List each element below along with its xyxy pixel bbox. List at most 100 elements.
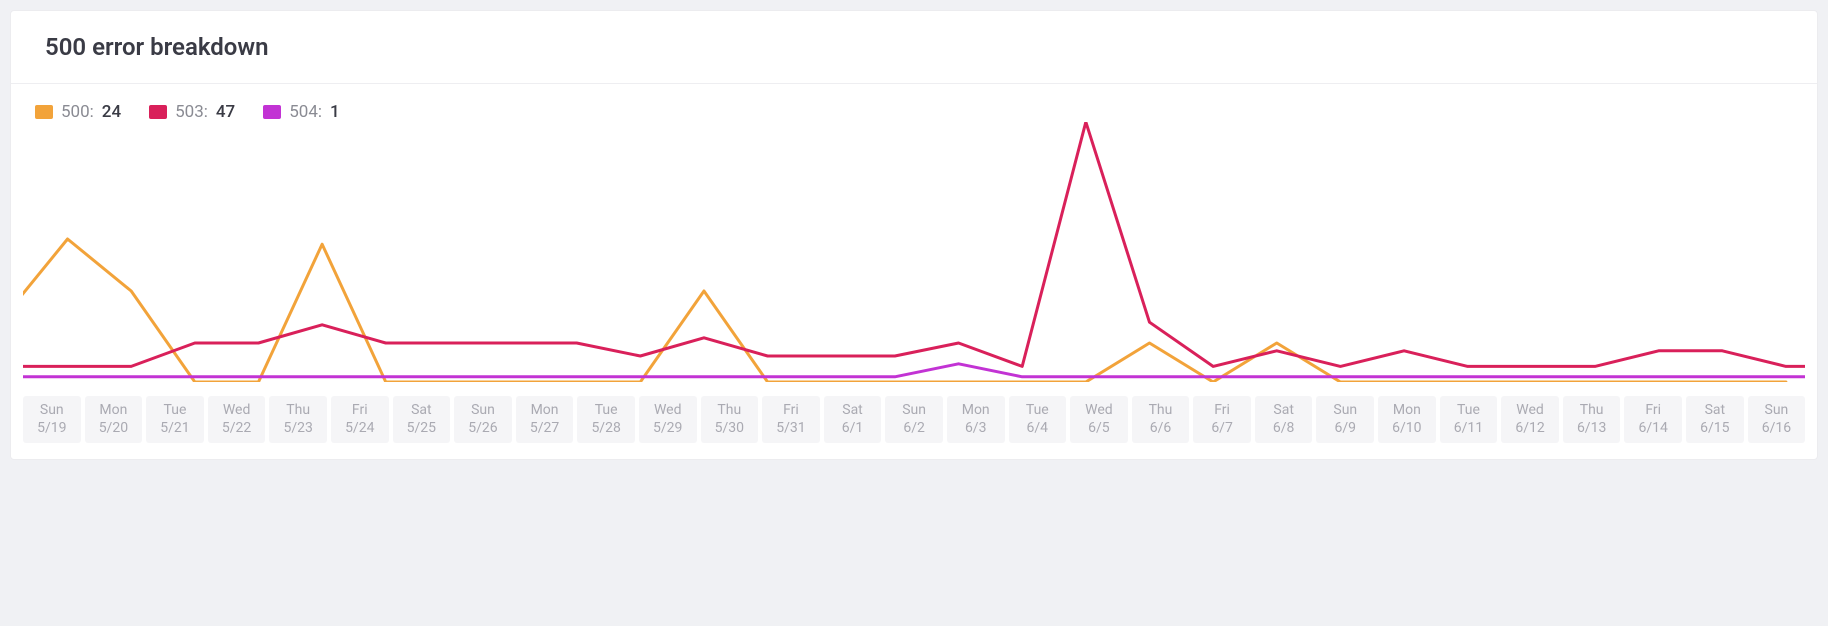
- legend-value-500: 24: [102, 102, 121, 122]
- xaxis-tick-date: 5/24: [331, 420, 389, 438]
- xaxis-tick: Sun5/19: [23, 396, 81, 443]
- xaxis-tick: Thu6/13: [1563, 396, 1621, 443]
- chart-plot-area: [11, 122, 1817, 382]
- legend-item-504[interactable]: 504: 1: [263, 102, 339, 122]
- xaxis-tick-dow: Tue: [577, 402, 635, 420]
- xaxis-tick-date: 6/9: [1316, 420, 1374, 438]
- xaxis-tick: Tue6/11: [1440, 396, 1498, 443]
- xaxis-tick-date: 5/27: [516, 420, 574, 438]
- xaxis-tick: Thu5/30: [701, 396, 759, 443]
- xaxis-tick-date: 6/10: [1378, 420, 1436, 438]
- xaxis-tick-dow: Fri: [1193, 402, 1251, 420]
- chart-legend: 500: 24 503: 47 504: 1: [11, 84, 1817, 122]
- xaxis-tick: Sun5/26: [454, 396, 512, 443]
- xaxis-tick-dow: Tue: [146, 402, 204, 420]
- xaxis-tick-dow: Mon: [1378, 402, 1436, 420]
- xaxis-tick-dow: Fri: [331, 402, 389, 420]
- xaxis-tick-dow: Fri: [762, 402, 820, 420]
- xaxis-tick-date: 5/22: [208, 420, 266, 438]
- xaxis-tick: Sun6/16: [1748, 396, 1806, 443]
- xaxis-tick: Wed5/22: [208, 396, 266, 443]
- xaxis-tick-dow: Tue: [1009, 402, 1067, 420]
- legend-value-504: 1: [330, 102, 340, 122]
- xaxis-tick-dow: Sun: [1748, 402, 1806, 420]
- xaxis-tick: Mon6/3: [947, 396, 1005, 443]
- xaxis-tick: Fri5/24: [331, 396, 389, 443]
- xaxis-tick: Wed5/29: [639, 396, 697, 443]
- xaxis-tick-date: 6/2: [885, 420, 943, 438]
- xaxis-tick: Sat6/15: [1686, 396, 1744, 443]
- card-title: 500 error breakdown: [45, 33, 1783, 61]
- xaxis-tick-date: 5/31: [762, 420, 820, 438]
- series-line-503: [23, 122, 1805, 366]
- xaxis-tick-dow: Thu: [701, 402, 759, 420]
- xaxis-tick-date: 5/26: [454, 420, 512, 438]
- card-header: 500 error breakdown: [11, 11, 1817, 84]
- xaxis-tick: Thu5/23: [269, 396, 327, 443]
- xaxis-tick-date: 5/30: [701, 420, 759, 438]
- xaxis-tick-date: 6/13: [1563, 420, 1621, 438]
- xaxis-tick-dow: Tue: [1440, 402, 1498, 420]
- xaxis-tick: Wed6/12: [1501, 396, 1559, 443]
- xaxis-tick-dow: Thu: [1132, 402, 1190, 420]
- xaxis-tick-date: 6/5: [1070, 420, 1128, 438]
- xaxis-tick-dow: Wed: [639, 402, 697, 420]
- xaxis-tick-date: 5/28: [577, 420, 635, 438]
- xaxis-tick: Sat6/8: [1255, 396, 1313, 443]
- xaxis-tick-date: 6/7: [1193, 420, 1251, 438]
- xaxis-tick-date: 6/12: [1501, 420, 1559, 438]
- legend-label-504: 504:: [289, 102, 322, 122]
- legend-item-500[interactable]: 500: 24: [35, 102, 121, 122]
- series-line-500: [23, 239, 1786, 382]
- xaxis-tick: Sun6/2: [885, 396, 943, 443]
- xaxis-tick: Fri5/31: [762, 396, 820, 443]
- xaxis-tick-dow: Wed: [208, 402, 266, 420]
- xaxis-tick-date: 5/20: [85, 420, 143, 438]
- xaxis-tick: Fri6/7: [1193, 396, 1251, 443]
- xaxis-tick-date: 5/23: [269, 420, 327, 438]
- xaxis-tick-dow: Thu: [1563, 402, 1621, 420]
- xaxis-tick-date: 5/29: [639, 420, 697, 438]
- xaxis-tick-date: 6/11: [1440, 420, 1498, 438]
- line-chart: [23, 122, 1805, 382]
- xaxis-tick-date: 6/1: [824, 420, 882, 438]
- xaxis-tick-dow: Thu: [269, 402, 327, 420]
- xaxis-tick-dow: Sun: [1316, 402, 1374, 420]
- xaxis-tick-dow: Mon: [516, 402, 574, 420]
- xaxis-tick-date: 5/19: [23, 420, 81, 438]
- xaxis-tick-date: 5/21: [146, 420, 204, 438]
- xaxis-tick-dow: Wed: [1070, 402, 1128, 420]
- legend-swatch-503: [149, 105, 167, 119]
- legend-item-503[interactable]: 503: 47: [149, 102, 235, 122]
- chart-x-axis: Sun5/19Mon5/20Tue5/21Wed5/22Thu5/23Fri5/…: [11, 382, 1817, 459]
- xaxis-tick-dow: Sat: [824, 402, 882, 420]
- xaxis-tick-dow: Sun: [454, 402, 512, 420]
- xaxis-tick-dow: Sat: [1255, 402, 1313, 420]
- xaxis-tick: Mon5/20: [85, 396, 143, 443]
- xaxis-tick-date: 6/16: [1748, 420, 1806, 438]
- xaxis-tick: Tue5/28: [577, 396, 635, 443]
- xaxis-tick: Sat6/1: [824, 396, 882, 443]
- xaxis-tick-dow: Mon: [85, 402, 143, 420]
- legend-swatch-500: [35, 105, 53, 119]
- xaxis-tick-date: 6/6: [1132, 420, 1190, 438]
- xaxis-tick-dow: Sun: [23, 402, 81, 420]
- xaxis-tick-dow: Wed: [1501, 402, 1559, 420]
- xaxis-tick: Thu6/6: [1132, 396, 1190, 443]
- legend-swatch-504: [263, 105, 281, 119]
- xaxis-tick-date: 6/3: [947, 420, 1005, 438]
- xaxis-tick-date: 6/4: [1009, 420, 1067, 438]
- xaxis-tick-dow: Sun: [885, 402, 943, 420]
- xaxis-tick-date: 5/25: [393, 420, 451, 438]
- xaxis-tick-dow: Fri: [1624, 402, 1682, 420]
- legend-value-503: 47: [216, 102, 235, 122]
- xaxis-tick-date: 6/15: [1686, 420, 1744, 438]
- legend-label-500: 500:: [61, 102, 94, 122]
- xaxis-tick: Wed6/5: [1070, 396, 1128, 443]
- xaxis-tick-dow: Sat: [393, 402, 451, 420]
- xaxis-tick: Fri6/14: [1624, 396, 1682, 443]
- xaxis-tick: Tue5/21: [146, 396, 204, 443]
- xaxis-tick-dow: Mon: [947, 402, 1005, 420]
- xaxis-tick: Tue6/4: [1009, 396, 1067, 443]
- xaxis-tick: Mon6/10: [1378, 396, 1436, 443]
